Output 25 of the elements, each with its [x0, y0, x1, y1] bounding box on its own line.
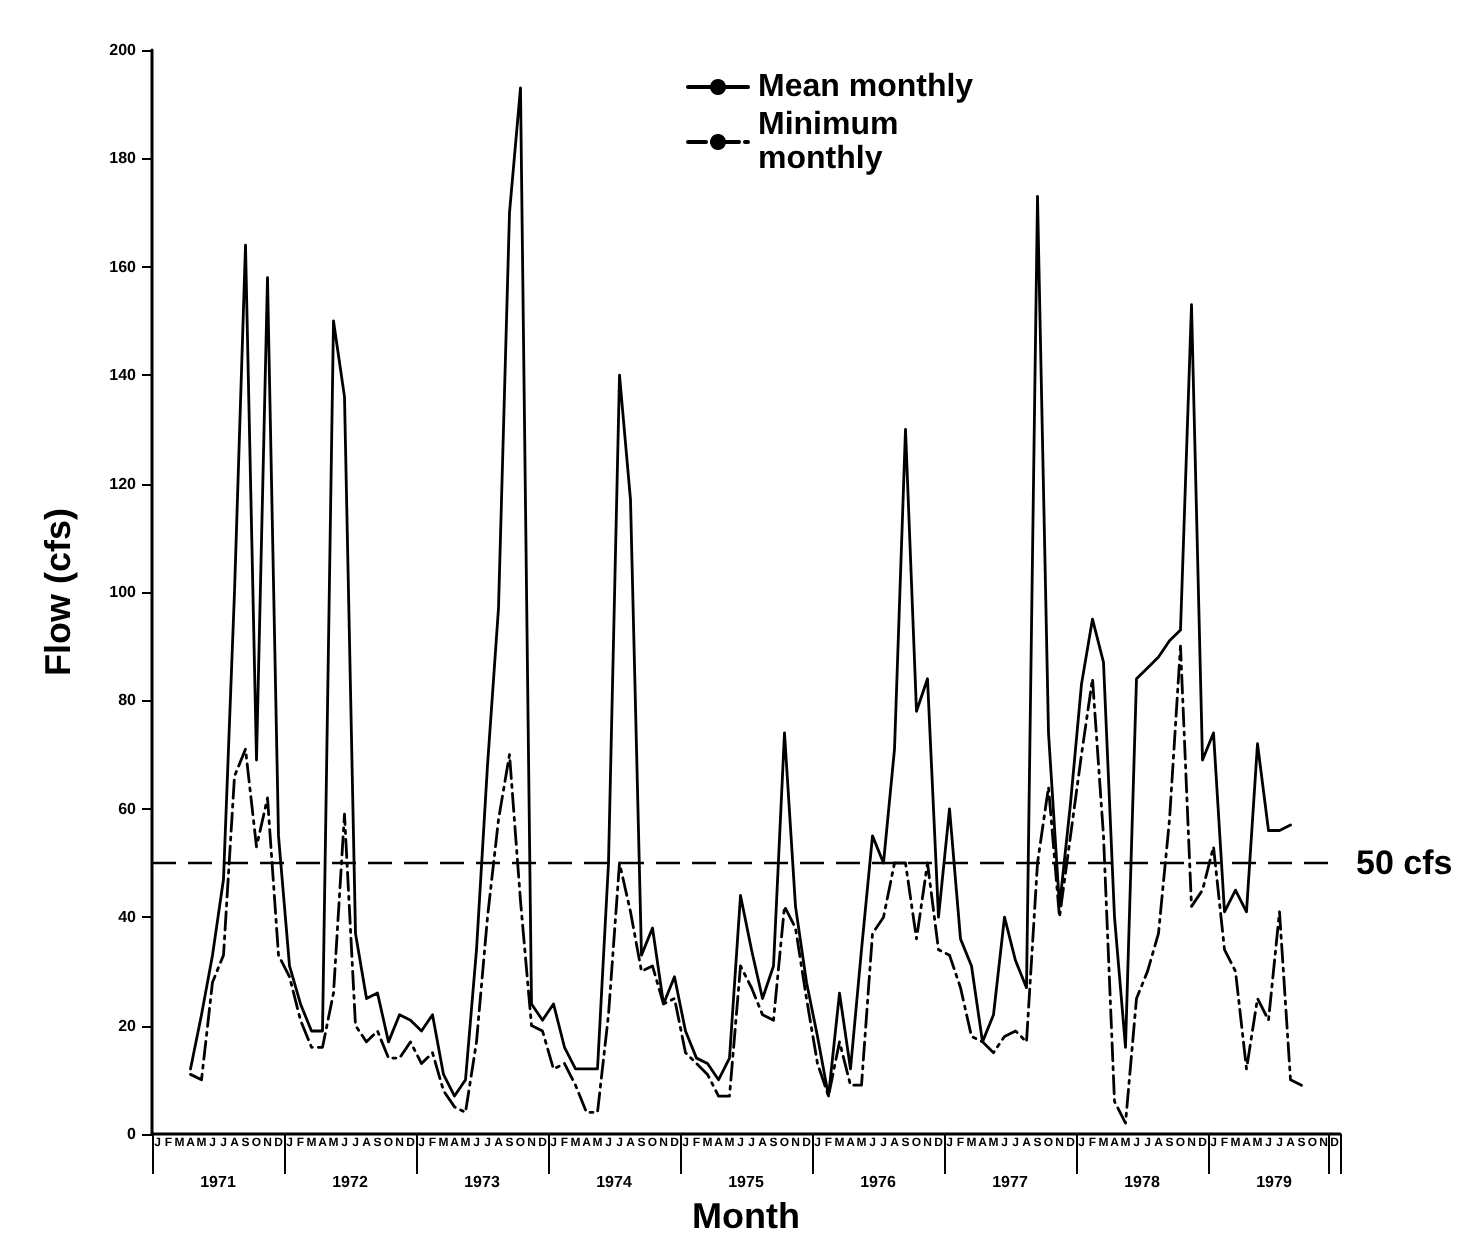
y-tick-label: 140 [109, 366, 138, 385]
text: 1973 [464, 1173, 501, 1191]
text: 1977 [992, 1173, 1029, 1191]
text: 1972 [332, 1173, 369, 1191]
text: 1971 [200, 1173, 237, 1191]
legend-label: Minimum monthly [758, 108, 908, 176]
y-tick-label: 120 [109, 474, 138, 493]
y-tick-label: 160 [109, 257, 138, 276]
text: 1976 [860, 1173, 897, 1191]
text: 1974 [596, 1173, 633, 1191]
y-tick-label: 80 [118, 691, 138, 710]
text: 1978 [1124, 1173, 1161, 1191]
text: 1975 [728, 1173, 765, 1191]
text: 1979 [1256, 1173, 1293, 1191]
y-tick-label: 180 [109, 149, 138, 168]
x-axis-title: Month [692, 1196, 800, 1236]
ref-line-label: 50 cfs [1356, 844, 1453, 882]
y-tick-label: 60 [118, 799, 138, 818]
y-axis-title: Flow (cfs) [38, 507, 78, 676]
y-tick-label: 100 [109, 583, 138, 601]
y-tick-label: 20 [118, 1016, 138, 1035]
legend-label: Mean monthly [758, 70, 974, 104]
y-tick-label: 0 [127, 1125, 138, 1143]
y-tick-label: 40 [118, 908, 138, 927]
y-tick-label: 200 [109, 41, 138, 59]
